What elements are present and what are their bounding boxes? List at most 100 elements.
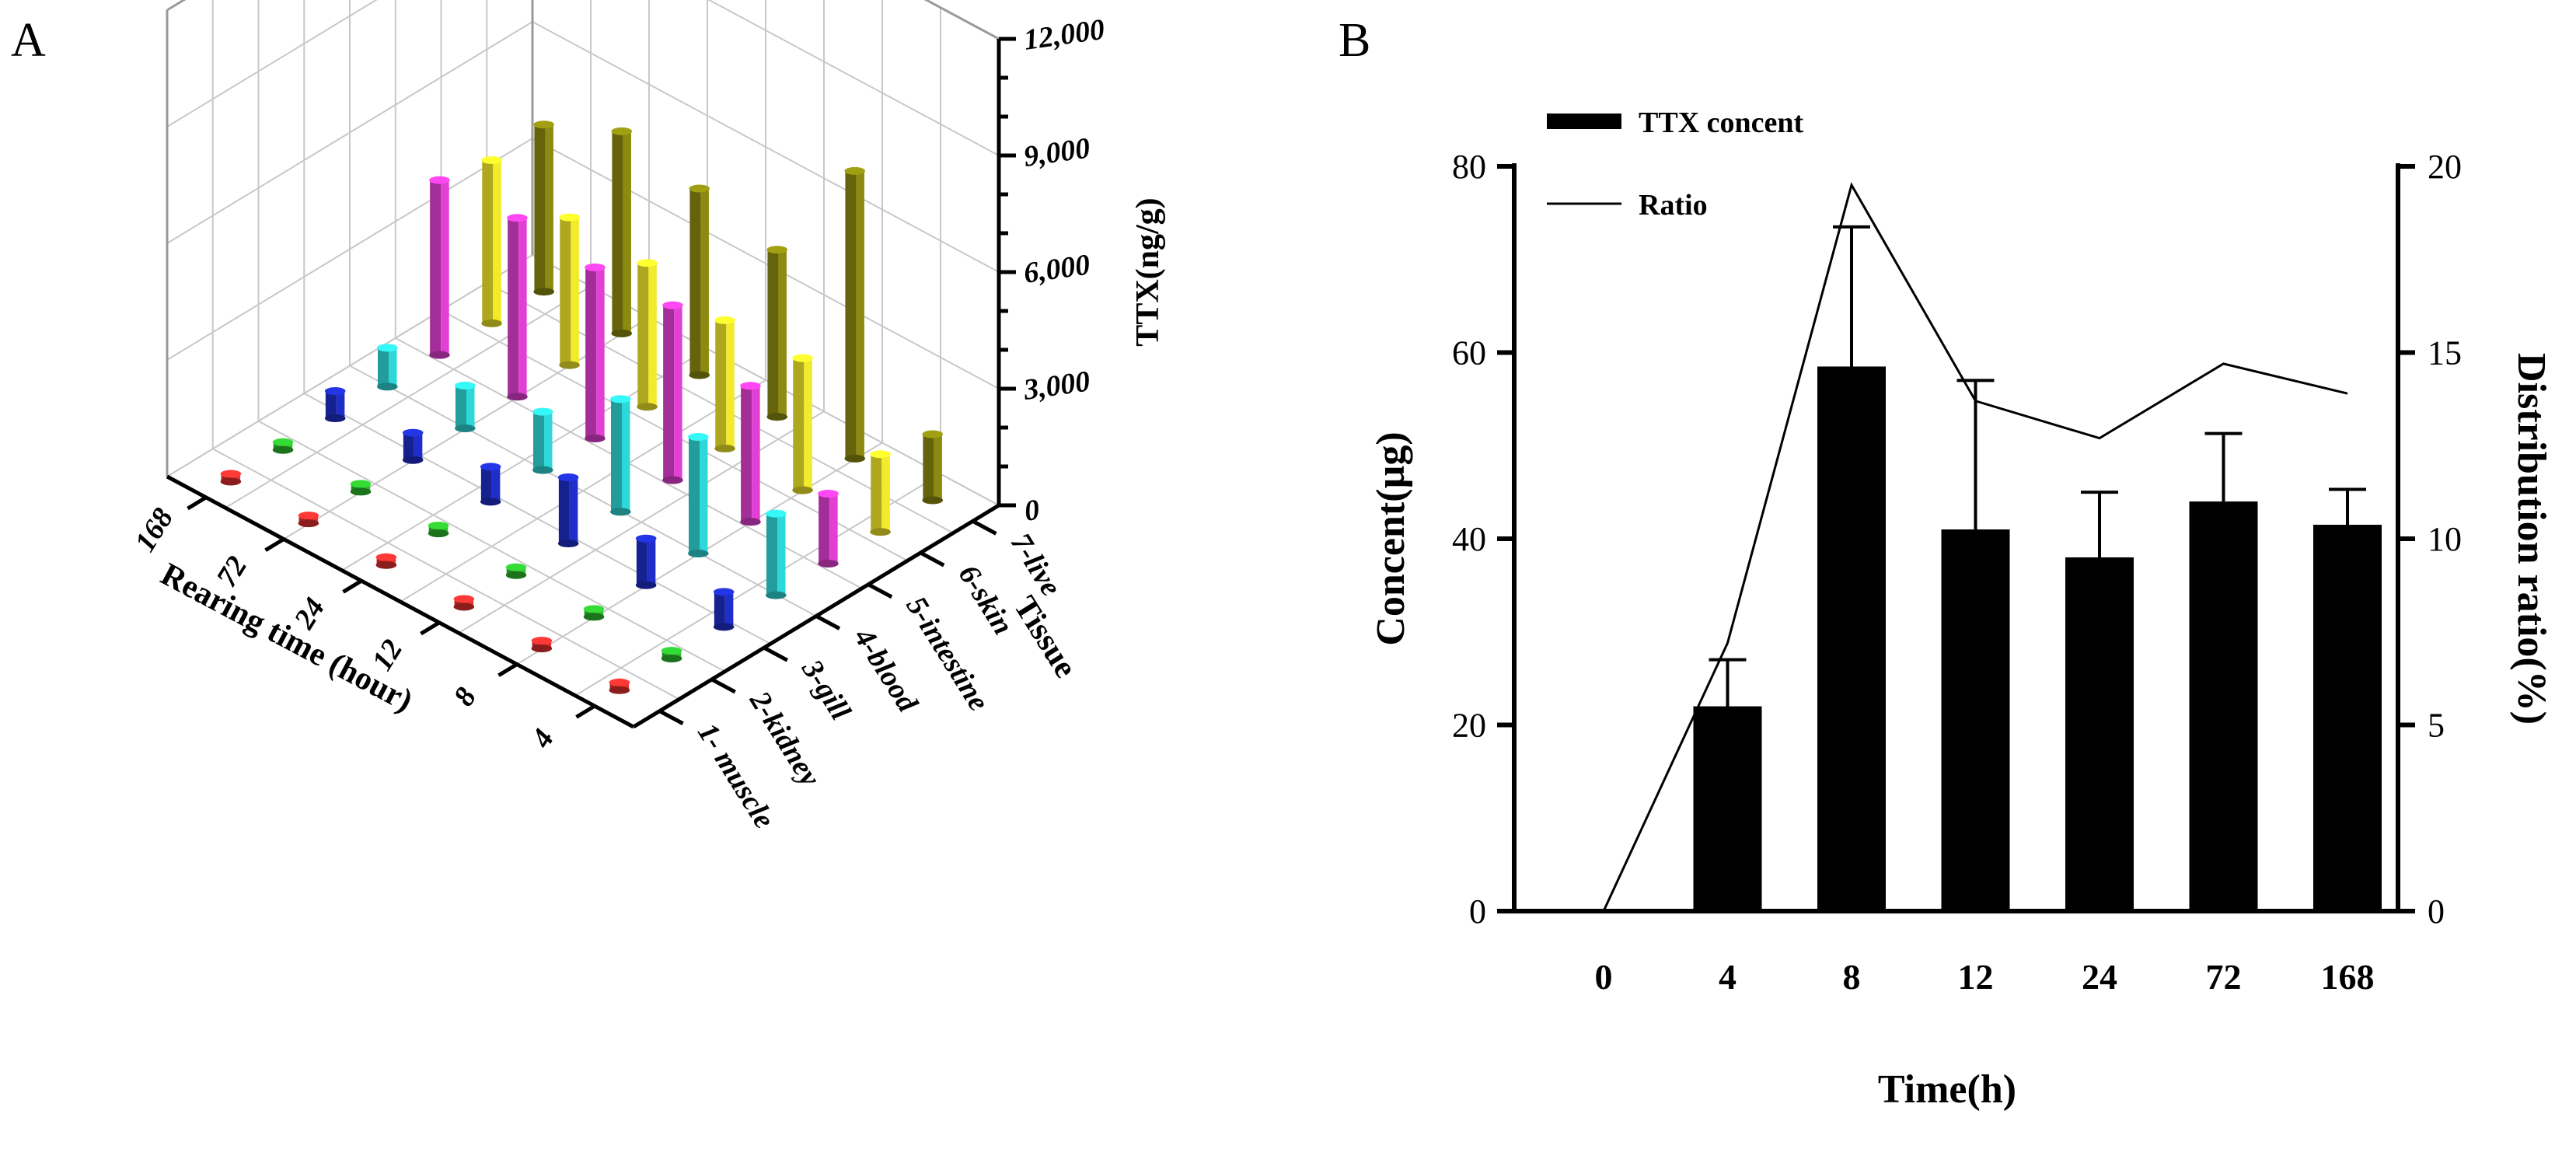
- bar-1- muscle-72h: [298, 512, 319, 528]
- left-y-tick-label: 20: [1452, 707, 1486, 745]
- bar-5-intestine-24h: [585, 263, 606, 442]
- chart-a-axes: [166, 37, 1016, 729]
- bar-5-intestine-72h: [507, 214, 528, 401]
- x-tick-label: 168: [2321, 957, 2375, 997]
- bar-side-dark: [428, 526, 440, 534]
- bar-base: [480, 498, 501, 506]
- panel-b-label: B: [1339, 14, 1370, 67]
- bar-side-light: [620, 682, 630, 690]
- floor-gridline: [212, 448, 680, 700]
- bar-top: [714, 316, 735, 324]
- x-tick-label: 8: [448, 682, 483, 711]
- bar-base: [531, 644, 553, 653]
- bar-side-dark: [637, 263, 649, 407]
- bar-3-gill-72h: [402, 428, 424, 464]
- bar-side-light: [569, 477, 578, 544]
- bar-top: [324, 387, 346, 396]
- bar-7-live-12h: [766, 246, 788, 421]
- bar-base: [637, 403, 658, 411]
- bar-side-dark: [663, 305, 675, 480]
- bar-4h: [1693, 706, 1762, 911]
- bar-side-dark: [454, 599, 466, 607]
- bar-top: [610, 395, 631, 403]
- bar-2-kidney-12h: [505, 563, 527, 579]
- bar-7-live-8h: [844, 166, 866, 463]
- legend-line-label: Ratio: [1639, 189, 1708, 222]
- wall-gridline: [166, 0, 1000, 40]
- bar-side-light: [284, 442, 293, 450]
- bar-7-live-24h: [689, 184, 710, 379]
- bar-4-blood-72h: [455, 382, 476, 432]
- bar-base: [610, 508, 631, 516]
- bar-top: [713, 588, 735, 596]
- bar-side-light: [571, 217, 579, 365]
- bar-side-light: [441, 180, 449, 355]
- x-tick-mark: [575, 704, 596, 719]
- bar-side-light: [856, 170, 864, 459]
- z-tick-label: 9,000: [1021, 131, 1092, 173]
- x-tick-label: 8: [1843, 957, 1861, 997]
- bar-base: [453, 602, 475, 611]
- bar-side-dark: [715, 320, 727, 449]
- bar-side-dark: [508, 218, 519, 397]
- bar-base: [688, 550, 709, 557]
- bar-side-light: [829, 493, 838, 564]
- wall-gridline: [166, 20, 1000, 273]
- bar-side-dark: [793, 358, 805, 491]
- bar-side-dark: [480, 466, 492, 502]
- floor-gridline: [349, 365, 817, 617]
- right-y-tick-label: 20: [2428, 148, 2462, 186]
- chart-a-z-axis-title: TTX(ng/g): [1130, 197, 1166, 346]
- bar-side-light: [622, 399, 630, 512]
- bar-6-skin-168h: [481, 155, 502, 327]
- bar-top: [507, 214, 528, 222]
- chart-b-axes: [1497, 163, 2415, 913]
- bar-base: [689, 371, 710, 379]
- bar-top: [635, 534, 657, 543]
- bar-6-skin-12h: [714, 316, 735, 452]
- bar-side-light: [518, 218, 527, 397]
- bar-side-dark: [819, 493, 830, 564]
- bar-top: [870, 450, 891, 459]
- bar-side-light: [672, 651, 682, 659]
- bar-1- muscle-24h: [375, 553, 397, 569]
- y-tick-mark: [867, 582, 893, 599]
- chart-b-y-axis-title: Concent(µg): [1369, 431, 1413, 645]
- bar-top: [531, 637, 553, 645]
- bar-base: [818, 559, 839, 568]
- bar-side-light: [493, 159, 501, 323]
- bar-side-light: [623, 131, 631, 334]
- bar-side-dark: [506, 567, 518, 575]
- bar-base: [922, 496, 944, 505]
- bar-base: [740, 518, 761, 526]
- bar-base: [766, 591, 787, 599]
- bar-4-blood-8h: [688, 433, 709, 557]
- bar-side-dark: [456, 386, 466, 428]
- bar-4-blood-12h: [610, 395, 631, 516]
- bar-side-light: [491, 466, 501, 502]
- x-tick-mark: [264, 537, 285, 552]
- bar-base: [505, 571, 527, 579]
- bar-top: [455, 382, 476, 389]
- bar-top: [453, 595, 475, 603]
- chart-b-bars: [1693, 366, 2382, 911]
- bar-side-dark: [430, 180, 442, 355]
- bar-top: [220, 470, 242, 478]
- floor-gridline: [258, 420, 725, 672]
- bar-top: [350, 480, 372, 488]
- bar-4-blood-24h: [532, 407, 553, 474]
- bar-72h: [2189, 501, 2258, 911]
- floor-gridline: [303, 393, 771, 645]
- bar-top: [818, 489, 839, 498]
- bar-side-light: [726, 320, 735, 449]
- bar-base: [532, 466, 553, 474]
- bar-base: [844, 454, 866, 463]
- z-tick-label: 0: [1022, 494, 1042, 528]
- bar-side-light: [648, 263, 657, 407]
- chart-b-y2-axis-title: Distribution ratio(%): [2509, 353, 2553, 725]
- bar-base: [324, 414, 346, 423]
- bar-side-light: [336, 391, 345, 419]
- bar-5-intestine-168h: [429, 176, 450, 359]
- x-tick-label: 4: [525, 724, 560, 754]
- bar-side-light: [724, 592, 734, 627]
